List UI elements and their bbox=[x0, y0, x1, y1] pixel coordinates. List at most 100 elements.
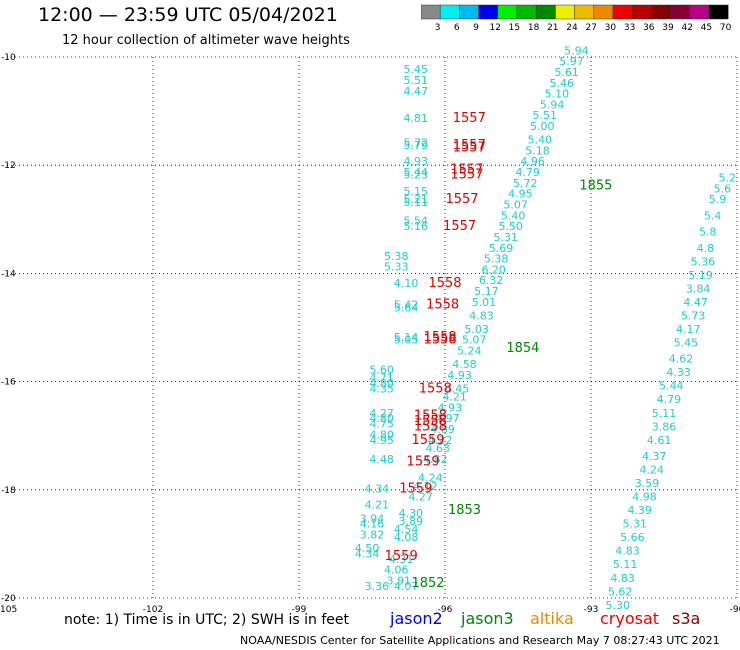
y-tick-label: -18 bbox=[1, 486, 16, 496]
swh-value: 4.62 bbox=[669, 353, 694, 366]
swh-value: 4.54 bbox=[394, 523, 419, 536]
swh-value: 5.03 bbox=[464, 323, 489, 336]
swh-value: 4.75 bbox=[369, 418, 394, 431]
swh-value: 5.45 bbox=[674, 336, 699, 349]
colorbar-label: 42 bbox=[681, 23, 692, 32]
swh-value: 5.21 bbox=[404, 193, 429, 206]
swh-value: 5.31 bbox=[623, 518, 648, 531]
swh-value: 4.35 bbox=[369, 382, 394, 395]
swh-value: 5.44 bbox=[404, 166, 429, 179]
swh-value: 5.17 bbox=[474, 285, 499, 298]
pass-time-label: 1558 bbox=[428, 276, 461, 291]
colorbar-label: 12 bbox=[489, 23, 500, 32]
swh-value: 5.40 bbox=[501, 209, 526, 222]
swh-value: 5.19 bbox=[688, 269, 713, 282]
pass-time-labels: 1557155715571557155715571557155815581558… bbox=[385, 111, 740, 591]
y-tick-label: -12 bbox=[1, 161, 16, 171]
swh-value: 3.89 bbox=[399, 515, 424, 528]
pass-time-label: 1558 bbox=[414, 419, 447, 434]
swh-value: 5.73 bbox=[681, 309, 706, 322]
pass-time-label: 1855 bbox=[579, 179, 612, 194]
x-tick-label: -99 bbox=[292, 605, 307, 615]
pass-time-label: 1558 bbox=[414, 409, 447, 424]
legend-altika: altika bbox=[530, 609, 574, 628]
swh-value: 5.50 bbox=[498, 220, 523, 233]
colorbar-label: 6 bbox=[454, 23, 460, 32]
page-subtitle: 12 hour collection of altimeter wave hei… bbox=[62, 33, 350, 48]
swh-value: 5.01 bbox=[472, 296, 497, 309]
swh-value: 5.10 bbox=[545, 88, 570, 101]
swh-value: 4.45 bbox=[445, 382, 470, 395]
swh-value: 4.83 bbox=[615, 545, 640, 558]
swh-value: 4.21 bbox=[442, 391, 467, 404]
swh-value: 5.72 bbox=[513, 177, 538, 190]
swh-value: 5.11 bbox=[652, 407, 677, 420]
pass-time-label: 1558 bbox=[414, 414, 447, 429]
swh-value: 5.44 bbox=[659, 380, 684, 393]
swh-value: 5.51 bbox=[404, 74, 429, 87]
swh-value: 5.38 bbox=[484, 253, 509, 266]
swh-value: 6.32 bbox=[479, 274, 504, 287]
swh-value: 4.22 bbox=[428, 434, 453, 447]
swh-value: 4.27 bbox=[408, 491, 433, 504]
pass-time-label: 1557 bbox=[453, 138, 486, 153]
track-s3a: 5.25.65.95.45.84.85.365.193.844.475.734.… bbox=[606, 171, 737, 611]
swh-value: 5.24 bbox=[457, 345, 482, 358]
swh-value: 3.94 bbox=[360, 512, 385, 525]
swh-value: 4.37 bbox=[642, 450, 667, 463]
swh-value: 5.51 bbox=[533, 109, 558, 122]
swh-value: 4.39 bbox=[627, 504, 652, 517]
colorbar-label: 39 bbox=[662, 23, 674, 32]
swh-value: 4.71 bbox=[369, 372, 394, 385]
swh-value: 5.94 bbox=[540, 98, 565, 111]
colorbar-label: 24 bbox=[566, 23, 578, 32]
swh-value: 5.14 bbox=[394, 331, 419, 344]
swh-value: 4.97 bbox=[435, 412, 460, 425]
swh-value: 4.48 bbox=[369, 453, 394, 466]
colorbar-label: 45 bbox=[701, 23, 712, 32]
swh-value: 5.97 bbox=[559, 55, 584, 68]
colorbar-label: 21 bbox=[547, 23, 558, 32]
swh-value: 4.89 bbox=[430, 423, 455, 436]
x-tick-label: -105 bbox=[0, 605, 17, 615]
swh-value: 3.91 bbox=[387, 575, 412, 588]
swh-value: 5.46 bbox=[550, 77, 575, 90]
swh-value: 4.30 bbox=[399, 507, 424, 520]
swh-value: 5.42 bbox=[394, 299, 419, 312]
colorbar-label: 30 bbox=[605, 23, 617, 32]
swh-value: 5.05 bbox=[394, 334, 419, 347]
legend-jason3: jason3 bbox=[461, 609, 514, 628]
swh-value: 4.93 bbox=[438, 401, 463, 414]
swh-value: 5.6 bbox=[714, 182, 732, 195]
colorbar-label: 36 bbox=[643, 23, 655, 32]
swh-value: 4.83 bbox=[610, 572, 635, 585]
legend-note: note: 1) Time is in UTC; 2) SWH is in fe… bbox=[64, 612, 350, 628]
swh-value: 3.86 bbox=[652, 420, 677, 433]
swh-value: 4.80 bbox=[369, 428, 394, 441]
pass-time-label: 1557 bbox=[445, 192, 478, 207]
y-tick-label: -10 bbox=[1, 53, 16, 63]
colorbar-label: 70 bbox=[720, 23, 731, 32]
swh-value: 5.45 bbox=[404, 63, 429, 76]
pass-time-label: 1559 bbox=[411, 433, 444, 448]
swh-value: 4.16 bbox=[360, 518, 385, 531]
swh-value: 5.61 bbox=[554, 66, 579, 79]
swh-value: 5.16 bbox=[404, 220, 429, 233]
swh-value: 4.27 bbox=[369, 407, 394, 420]
legend-cryosat: cryosat bbox=[600, 609, 660, 628]
swh-value: 4.24 bbox=[418, 472, 443, 485]
colorbar-label: 3 bbox=[435, 23, 441, 32]
swh-value: 5.4 bbox=[704, 209, 722, 222]
swh-value: 4.79 bbox=[515, 166, 540, 179]
pass-time-label: 1558 bbox=[419, 381, 452, 396]
pass-time-label: 1558 bbox=[426, 298, 459, 313]
colorbar-swatch bbox=[708, 4, 729, 20]
swh-value: 5.54 bbox=[404, 215, 429, 228]
swh-value: 4.98 bbox=[632, 491, 657, 504]
swh-value: 5.38 bbox=[384, 250, 409, 263]
swh-value: 4.95 bbox=[369, 434, 394, 447]
swh-value: 5.15 bbox=[404, 185, 429, 198]
swh-value: 5.30 bbox=[606, 599, 631, 612]
